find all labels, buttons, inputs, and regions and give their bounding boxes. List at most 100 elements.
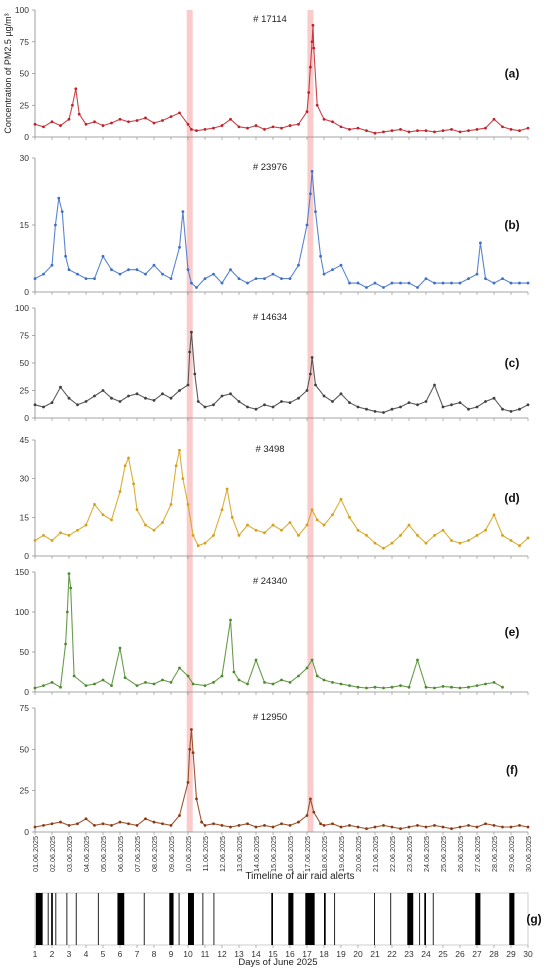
data-point [220,674,224,678]
y-tick-label: 25 [20,386,30,396]
data-point [67,396,71,400]
panel-label: (a) [505,67,520,81]
station-label: # 3498 [255,444,284,455]
day-tick-label: 26 [455,949,465,959]
data-point [93,120,96,124]
data-point [407,281,411,285]
data-point [110,518,113,522]
data-point [433,383,436,387]
data-point [200,820,204,824]
data-point [50,822,54,826]
data-point [484,126,487,130]
data-point [433,281,436,285]
data-point [123,676,127,679]
data-point [518,544,521,548]
data-point [322,678,326,682]
data-point [229,268,232,272]
data-point [232,670,236,674]
data-point [339,825,343,829]
series-line [34,573,503,689]
data-point [59,820,62,824]
panel-label: (c) [505,356,520,370]
data-point [246,281,249,285]
data-point [152,263,156,267]
data-point [416,286,419,289]
data-point [246,822,249,826]
data-point [93,682,96,686]
data-point [181,477,185,481]
data-point [518,129,521,133]
y-axis-label: Concentration of PM2.5 µg/m³ [3,13,13,133]
data-point [479,241,482,245]
data-point [161,119,164,122]
data-point [348,823,351,827]
data-point [348,684,351,687]
data-point [484,400,487,403]
date-tick-label: 14.06.2025 [252,836,261,872]
data-point [458,281,462,285]
data-point [373,685,377,689]
data-point [74,87,78,91]
data-point [50,120,54,124]
data-point [152,399,156,402]
data-point [54,223,57,227]
data-point [322,523,326,527]
data-point [84,400,88,403]
data-point [84,817,88,821]
alert-bar [202,893,204,945]
data-point [263,403,266,407]
date-tick-label: 21.06.2025 [371,836,380,872]
data-point [271,682,275,686]
data-point [322,394,326,398]
series-line [34,25,529,134]
data-point [356,825,360,829]
data-point [237,277,241,280]
panel-2: 0 25 50 75 100 # 14634 (c) [15,303,530,423]
day-tick-label: 29 [506,949,516,959]
data-point [433,130,436,134]
data-point [399,405,402,409]
data-point [193,372,197,376]
day-tick-label: 22 [387,949,397,959]
data-point [229,392,232,396]
data-point [127,456,130,460]
data-point [42,823,45,827]
y-tick-label: 45 [20,435,30,445]
date-tick-label: 29.06.2025 [507,836,516,872]
data-point [310,508,314,511]
alert-bar [35,893,43,945]
data-point [178,666,181,670]
data-point [186,781,190,784]
data-point [191,682,195,686]
data-point [178,245,181,249]
data-point [93,394,96,398]
date-tick-label: 22.06.2025 [388,836,397,872]
day-tick-label: 20 [353,949,363,959]
data-point [169,396,173,400]
data-point [331,268,334,272]
data-point [467,823,470,827]
data-point [509,825,513,829]
data-point [458,686,462,690]
data-point [501,277,504,280]
station-label: # 17114 [253,14,287,25]
alert-bar [117,893,125,945]
data-point [450,539,453,542]
data-point [42,533,45,537]
data-point [50,263,54,267]
data-point [263,823,266,827]
data-point [169,277,173,280]
data-point [110,396,113,400]
data-point [246,405,249,409]
y-tick-label: 100 [15,607,29,617]
alert-bar [509,893,515,945]
panel-1: 0 15 30 # 23976 (b) [20,153,530,297]
data-point [501,407,504,411]
y-tick-label: 30 [20,474,30,484]
y-tick-label: 15 [20,512,30,522]
data-point [33,539,37,542]
data-point [297,263,300,267]
data-point [458,401,462,404]
data-point [33,122,37,126]
data-point [373,825,377,829]
